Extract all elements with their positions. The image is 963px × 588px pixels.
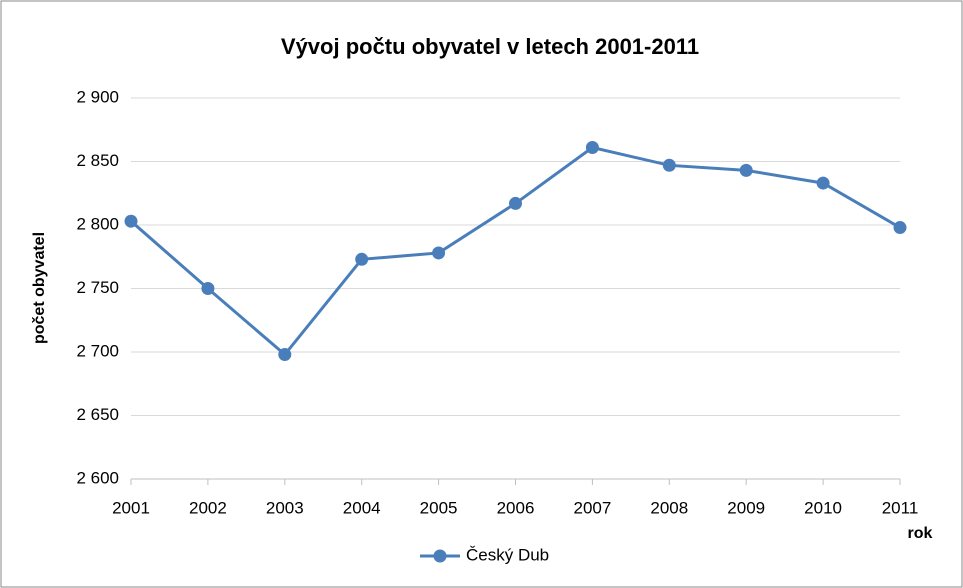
- data-point: [124, 214, 138, 228]
- data-point: [201, 282, 215, 295]
- y-tick-label: 2 850: [76, 151, 119, 170]
- legend-label: Český Dub: [466, 545, 549, 564]
- legend-marker: [433, 549, 447, 563]
- data-point: [585, 141, 599, 155]
- y-tick-label: 2 750: [76, 278, 119, 297]
- data-point: [739, 163, 753, 177]
- y-tick-label: 2 900: [76, 87, 119, 106]
- data-point: [278, 348, 292, 362]
- y-tick-label: 2 650: [76, 405, 119, 424]
- x-tick-label: 2009: [727, 498, 765, 517]
- x-tick-label: 2005: [420, 498, 458, 517]
- x-tick-label: 2010: [804, 498, 842, 517]
- x-tick-label: 2008: [650, 498, 688, 517]
- x-axis-label: rok: [908, 525, 933, 542]
- data-point: [662, 158, 676, 172]
- x-tick-label: 2007: [573, 498, 611, 517]
- data-point: [893, 221, 907, 235]
- x-tick-label: 2001: [112, 498, 150, 517]
- y-tick-label: 2 600: [76, 468, 119, 487]
- data-point: [509, 196, 522, 210]
- x-tick-label: 2004: [343, 498, 381, 517]
- y-axis-label: počet obyvatel: [31, 232, 48, 344]
- x-tick-label: 2002: [189, 498, 227, 517]
- data-point: [816, 176, 830, 190]
- x-tick-label: 2003: [266, 498, 304, 517]
- x-tick-label: 2006: [497, 498, 535, 517]
- y-tick-label: 2 700: [76, 341, 119, 360]
- data-point: [355, 252, 369, 266]
- y-tick-label: 2 800: [76, 214, 119, 233]
- data-point: [432, 246, 446, 260]
- chart-title: Vývoj počtu obyvatel v letech 2001-2011: [281, 34, 699, 59]
- x-tick-label: 2011: [882, 498, 919, 517]
